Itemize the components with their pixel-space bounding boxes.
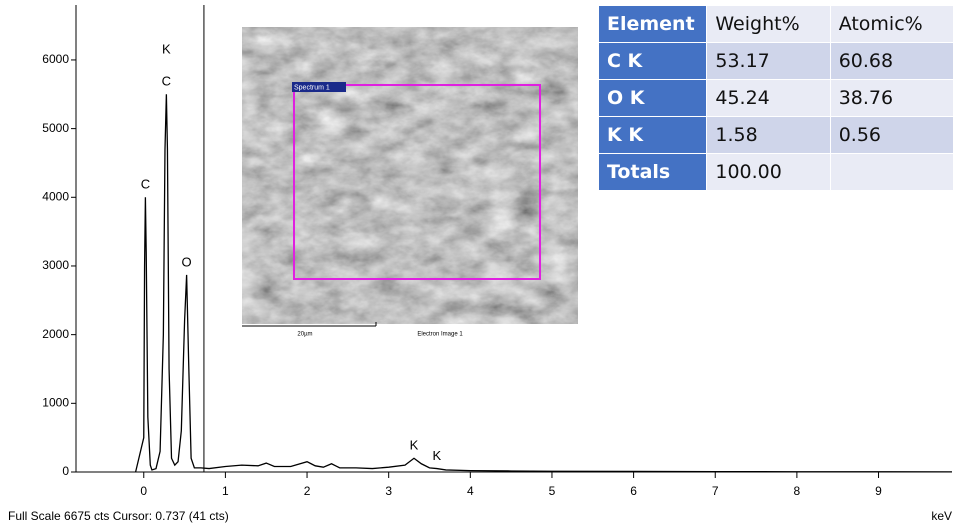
- page: 0 1000 2000 3000 4000 5000 6000 0 1 2 3 4 5 6 7 8 9 C C K O K…: [0, 0, 954, 525]
- x-tick-label: 4: [467, 484, 474, 498]
- table-cell: Weight%: [707, 6, 830, 43]
- x-tick-label: 7: [712, 484, 719, 498]
- table-cell: 60.68: [830, 43, 953, 80]
- table-cell: C K: [599, 43, 707, 80]
- x-tick-label: 3: [385, 484, 392, 498]
- y-tick-label: 3000: [42, 258, 69, 272]
- x-tick-label: 6: [630, 484, 637, 498]
- scale-bar-label: 20µm: [297, 332, 312, 338]
- peak-label: K: [162, 42, 171, 57]
- y-tick-label: 2000: [42, 327, 69, 341]
- y-tick-label: 6000: [42, 52, 69, 66]
- x-tick-label: 5: [549, 484, 556, 498]
- spectrum-label: Spectrum 1: [294, 84, 330, 91]
- peak-label: C: [141, 177, 150, 192]
- y-tick-label: 4000: [42, 189, 69, 203]
- peak-label: O: [182, 254, 192, 269]
- y-tick-label: 5000: [42, 121, 69, 135]
- footer: Full Scale 6675 cts Cursor: 0.737 (41 ct…: [8, 509, 229, 523]
- table-cell: 100.00: [707, 154, 830, 191]
- table-cell: O K: [599, 80, 707, 117]
- table-cell: 38.76: [830, 80, 953, 117]
- x-tick-label: 1: [222, 484, 229, 498]
- y-tick-label: 0: [62, 464, 69, 478]
- table-cell: 53.17: [707, 43, 830, 80]
- table-cell: Element: [599, 6, 707, 43]
- x-tick-label: 9: [875, 484, 882, 498]
- peak-label: K: [410, 438, 419, 453]
- table-cell: Atomic%: [830, 6, 953, 43]
- x-axis-label: keV: [931, 509, 952, 523]
- table-cell: [830, 154, 953, 191]
- x-tick-label: 8: [794, 484, 801, 498]
- table-cell: 45.24: [707, 80, 830, 117]
- table-cell: K K: [599, 117, 707, 154]
- image-caption: Electron Image 1: [417, 332, 463, 338]
- x-tick-label: 0: [140, 484, 147, 498]
- y-tick-label: 1000: [42, 395, 69, 409]
- x-tick-label: 2: [304, 484, 311, 498]
- electron-image: Spectrum 1 20µm Electron Image 1: [242, 27, 578, 338]
- table-cell: Totals: [599, 154, 707, 191]
- table-cell: 1.58: [707, 117, 830, 154]
- peak-label: K: [433, 448, 442, 463]
- peak-label: C: [162, 74, 171, 89]
- table-cell: 0.56: [830, 117, 953, 154]
